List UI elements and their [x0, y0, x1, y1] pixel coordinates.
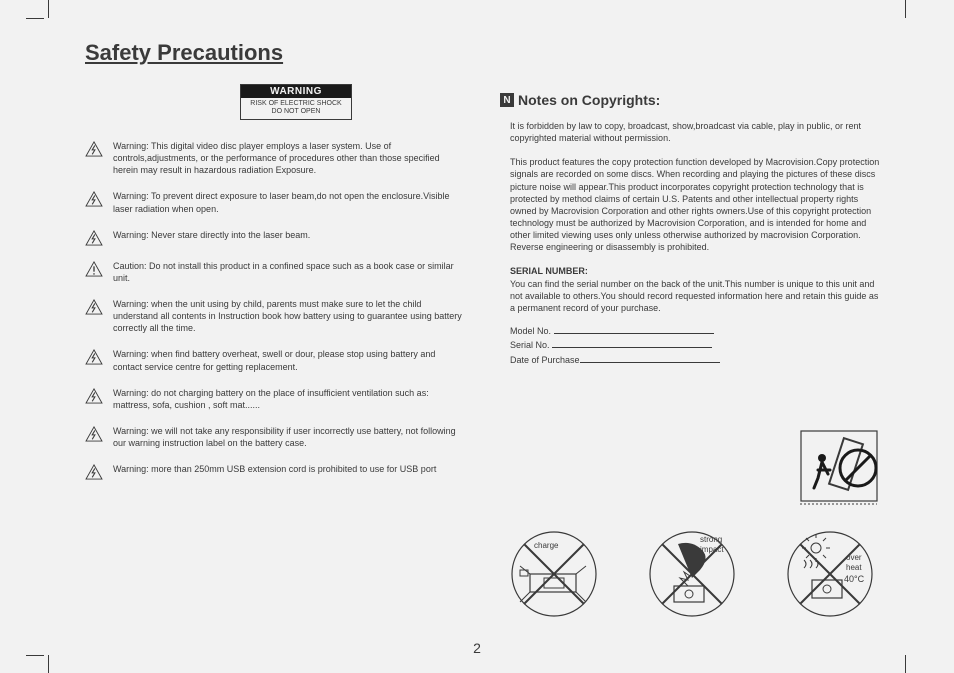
field-serial: Serial No.: [510, 338, 880, 352]
warning-row: Warning: we will not take any responsibi…: [85, 425, 465, 449]
caution-icon: [85, 261, 103, 277]
crop-mark: [26, 18, 44, 19]
crop-mark: [48, 0, 49, 18]
warning-text: Warning: when find battery overheat, swe…: [113, 348, 465, 372]
field-model: Model No.: [510, 324, 880, 338]
page-number: 2: [0, 640, 954, 656]
warning-box-line: RISK OF ELECTRIC SHOCK: [241, 98, 351, 108]
warning-box-line: DO NOT OPEN: [241, 108, 351, 118]
manual-page: Safety Precautions WARNING RISK OF ELECT…: [0, 0, 954, 673]
warning-row: Warning: when find battery overheat, swe…: [85, 348, 465, 372]
warning-text: Caution: Do not install this product in …: [113, 260, 465, 284]
serial-header: SERIAL NUMBER:: [510, 265, 880, 277]
warning-text: Warning: we will not take any responsibi…: [113, 425, 465, 449]
field-date: Date of Purchase: [510, 353, 880, 367]
warning-text: Warning: do not charging battery on the …: [113, 387, 465, 411]
no-impact-icon: strong impact: [648, 530, 736, 618]
svg-text:charge: charge: [534, 541, 559, 550]
serial-fields: Model No. Serial No. Date of Purchase: [510, 324, 880, 367]
warning-text: Warning: more than 250mm USB extension c…: [113, 463, 465, 475]
n-icon: N: [500, 93, 514, 107]
shock-icon: [85, 141, 103, 157]
notes-header: N Notes on Copyrights:: [500, 92, 660, 108]
warning-row: Warning: when the unit using by child, p…: [85, 298, 465, 334]
warning-text: Warning: To prevent direct exposure to l…: [113, 190, 465, 214]
no-topple-icon: [800, 430, 878, 510]
warning-box-header: WARNING: [241, 85, 351, 98]
shock-icon: [85, 426, 103, 442]
warning-text: Warning: Never stare directly into the l…: [113, 229, 465, 241]
svg-text:strong: strong: [700, 535, 722, 544]
prohibition-icons-row: charge strong impact: [510, 530, 874, 618]
warning-box: WARNING RISK OF ELECTRIC SHOCK DO NOT OP…: [240, 84, 352, 120]
shock-icon: [85, 299, 103, 315]
warning-row: Warning: This digital video disc player …: [85, 140, 465, 176]
notes-paragraph: This product features the copy protectio…: [510, 156, 880, 253]
notes-header-text: Notes on Copyrights:: [518, 92, 660, 108]
no-charge-icon: charge: [510, 530, 598, 618]
crop-mark: [48, 655, 49, 673]
crop-mark: [905, 0, 906, 18]
shock-icon: [85, 191, 103, 207]
crop-mark: [905, 655, 906, 673]
notes-paragraph: It is forbidden by law to copy, broadcas…: [510, 120, 880, 144]
warning-text: Warning: This digital video disc player …: [113, 140, 465, 176]
warning-row: Warning: do not charging battery on the …: [85, 387, 465, 411]
no-overheat-icon: over heat 40°C: [786, 530, 874, 618]
svg-text:heat: heat: [846, 563, 862, 572]
shock-icon: [85, 230, 103, 246]
warning-row: Warning: more than 250mm USB extension c…: [85, 463, 465, 480]
warning-row: Warning: To prevent direct exposure to l…: [85, 190, 465, 214]
page-title: Safety Precautions: [85, 40, 283, 66]
warnings-column: Warning: This digital video disc player …: [85, 140, 465, 494]
warning-row: Warning: Never stare directly into the l…: [85, 229, 465, 246]
shock-icon: [85, 388, 103, 404]
warning-text: Warning: when the unit using by child, p…: [113, 298, 465, 334]
warning-row: Caution: Do not install this product in …: [85, 260, 465, 284]
notes-column: It is forbidden by law to copy, broadcas…: [510, 120, 880, 367]
shock-icon: [85, 464, 103, 480]
svg-text:40°C: 40°C: [844, 574, 865, 584]
shock-icon: [85, 349, 103, 365]
serial-text: You can find the serial number on the ba…: [510, 278, 880, 314]
